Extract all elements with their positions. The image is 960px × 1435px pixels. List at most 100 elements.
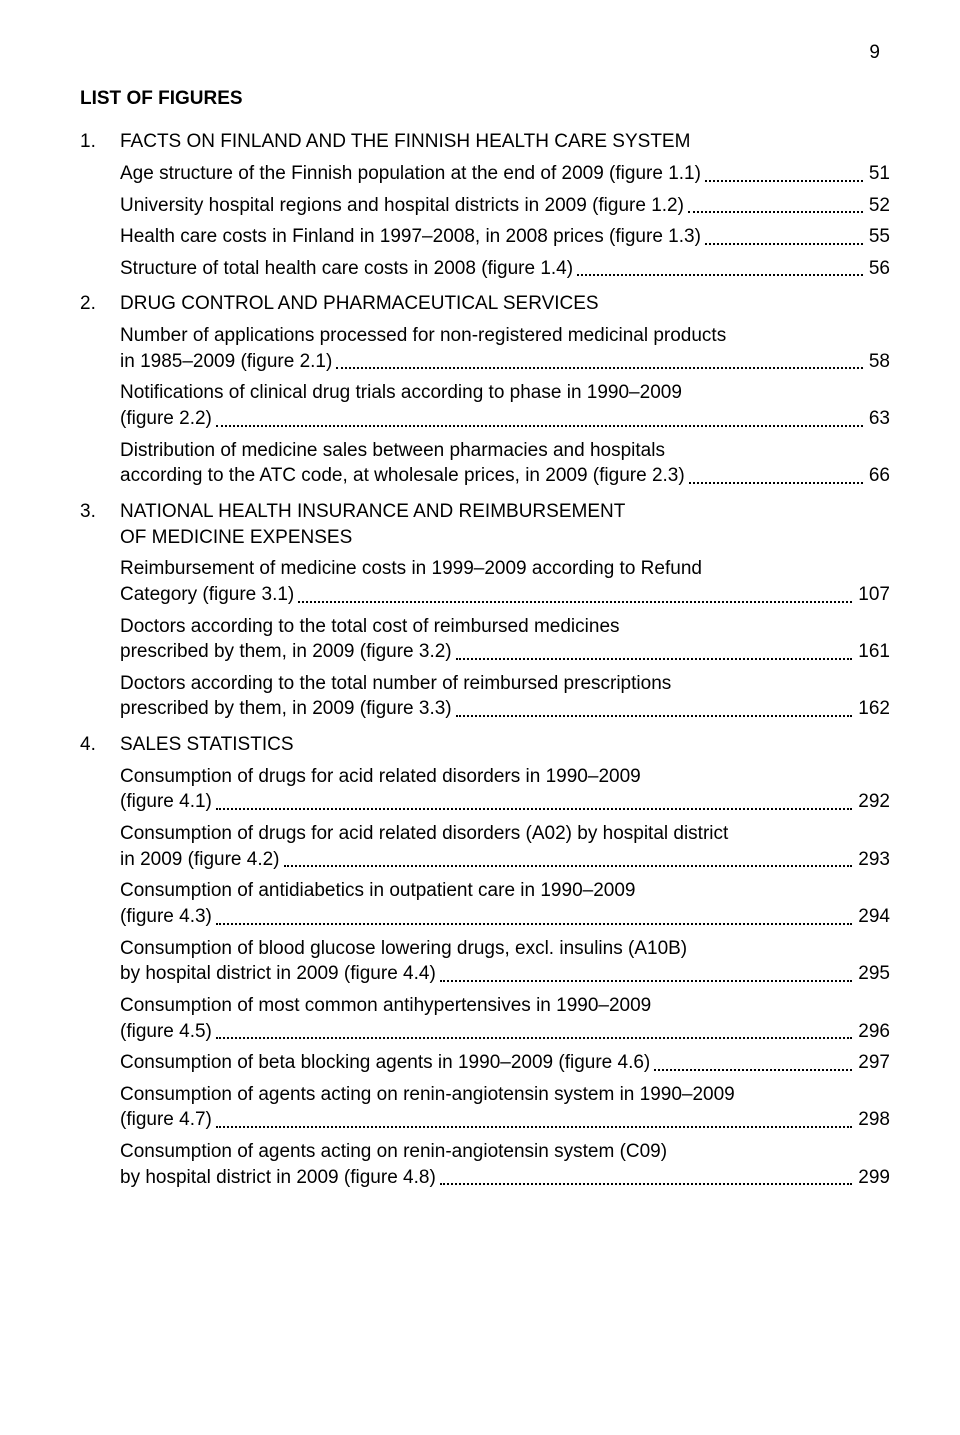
entry-text-line: Number of applications processed for non…	[120, 323, 890, 349]
entry-text-line: Consumption of drugs for acid related di…	[120, 821, 890, 847]
toc-entry: Consumption of agents acting on renin-an…	[120, 1139, 890, 1190]
toc-section: 4.SALES STATISTICSConsumption of drugs f…	[80, 732, 890, 1196]
toc-entry: Age structure of the Finnish population …	[120, 161, 890, 187]
section-heading: DRUG CONTROL AND PHARMACEUTICAL SERVICES	[120, 291, 890, 317]
toc-entry: Consumption of agents acting on renin-an…	[120, 1082, 890, 1133]
entry-text-line: Consumption of antidiabetics in outpatie…	[120, 878, 890, 904]
toc-entry: Consumption of blood glucose lowering dr…	[120, 936, 890, 987]
leader-dots	[298, 601, 852, 603]
entry-last-line: in 2009 (figure 4.2) 293	[120, 847, 890, 873]
leader-dots	[216, 1037, 852, 1039]
entry-page: 66	[867, 463, 890, 489]
entry-text-line: Doctors according to the total cost of r…	[120, 614, 890, 640]
entry-page: 294	[856, 904, 890, 930]
entry-last-line: by hospital district in 2009 (figure 4.4…	[120, 961, 890, 987]
entry-text: Category (figure 3.1)	[120, 582, 294, 608]
entry-text: (figure 4.3)	[120, 904, 212, 930]
entry-text: (figure 4.7)	[120, 1107, 212, 1133]
entry-page: 52	[867, 193, 890, 219]
toc-entry: Doctors according to the total cost of r…	[120, 614, 890, 665]
leader-dots	[440, 980, 853, 982]
toc-entry: Consumption of drugs for acid related di…	[120, 764, 890, 815]
entry-last-line: Structure of total health care costs in …	[120, 256, 890, 282]
entry-text: by hospital district in 2009 (figure 4.4…	[120, 961, 436, 987]
entry-last-line: prescribed by them, in 2009 (figure 3.3)…	[120, 696, 890, 722]
entry-text: (figure 2.2)	[120, 406, 212, 432]
toc-entry: Distribution of medicine sales between p…	[120, 438, 890, 489]
entry-page: 292	[856, 789, 890, 815]
entry-text: in 2009 (figure 4.2)	[120, 847, 280, 873]
leader-dots	[456, 715, 853, 717]
entry-text: Consumption of beta blocking agents in 1…	[120, 1050, 650, 1076]
page-number: 9	[80, 40, 890, 66]
entry-text-line: Doctors according to the total number of…	[120, 671, 890, 697]
leader-dots	[216, 923, 852, 925]
toc-entry: Structure of total health care costs in …	[120, 256, 890, 282]
toc-entry: Consumption of drugs for acid related di…	[120, 821, 890, 872]
entry-page: 293	[856, 847, 890, 873]
entry-page: 298	[856, 1107, 890, 1133]
entry-last-line: (figure 4.3) 294	[120, 904, 890, 930]
entry-last-line: in 1985–2009 (figure 2.1) 58	[120, 349, 890, 375]
toc-entry: Consumption of antidiabetics in outpatie…	[120, 878, 890, 929]
leader-dots	[689, 482, 863, 484]
entry-text-line: Consumption of most common antihypertens…	[120, 993, 890, 1019]
entry-text: Health care costs in Finland in 1997–200…	[120, 224, 701, 250]
section-heading: FACTS ON FINLAND AND THE FINNISH HEALTH …	[120, 129, 890, 155]
section-number: 3.	[80, 499, 120, 728]
entry-page: 58	[867, 349, 890, 375]
toc-section: 1.FACTS ON FINLAND AND THE FINNISH HEALT…	[80, 129, 890, 287]
entry-text-line: Consumption of blood glucose lowering dr…	[120, 936, 890, 962]
entry-text: (figure 4.5)	[120, 1019, 212, 1045]
section-body: NATIONAL HEALTH INSURANCE AND REIMBURSEM…	[120, 499, 890, 728]
entry-last-line: by hospital district in 2009 (figure 4.8…	[120, 1165, 890, 1191]
toc-entry: Notifications of clinical drug trials ac…	[120, 380, 890, 431]
leader-dots	[654, 1069, 852, 1071]
entry-last-line: Consumption of beta blocking agents in 1…	[120, 1050, 890, 1076]
entry-text: Structure of total health care costs in …	[120, 256, 573, 282]
section-number: 2.	[80, 291, 120, 494]
entry-page: 107	[856, 582, 890, 608]
entry-page: 162	[856, 696, 890, 722]
entry-page: 161	[856, 639, 890, 665]
toc-entry: Health care costs in Finland in 1997–200…	[120, 224, 890, 250]
entry-last-line: Category (figure 3.1) 107	[120, 582, 890, 608]
document-title: LIST OF FIGURES	[80, 86, 890, 112]
toc-entry: Consumption of most common antihypertens…	[120, 993, 890, 1044]
section-body: FACTS ON FINLAND AND THE FINNISH HEALTH …	[120, 129, 890, 287]
leader-dots	[577, 274, 863, 276]
entry-text: in 1985–2009 (figure 2.1)	[120, 349, 332, 375]
entry-page: 63	[867, 406, 890, 432]
toc-entry: Number of applications processed for non…	[120, 323, 890, 374]
toc-section: 3.NATIONAL HEALTH INSURANCE AND REIMBURS…	[80, 499, 890, 728]
entry-last-line: (figure 4.5) 296	[120, 1019, 890, 1045]
leader-dots	[284, 865, 853, 867]
section-heading-line: NATIONAL HEALTH INSURANCE AND REIMBURSEM…	[120, 499, 890, 525]
entry-page: 299	[856, 1165, 890, 1191]
toc-entry: Reimbursement of medicine costs in 1999–…	[120, 556, 890, 607]
entry-text: (figure 4.1)	[120, 789, 212, 815]
entry-page: 56	[867, 256, 890, 282]
entry-text-line: Consumption of agents acting on renin-an…	[120, 1082, 890, 1108]
entry-last-line: (figure 4.1) 292	[120, 789, 890, 815]
sections-container: 1.FACTS ON FINLAND AND THE FINNISH HEALT…	[80, 129, 890, 1196]
entry-text: Age structure of the Finnish population …	[120, 161, 701, 187]
leader-dots	[688, 211, 863, 213]
entry-last-line: Health care costs in Finland in 1997–200…	[120, 224, 890, 250]
entry-text-line: Distribution of medicine sales between p…	[120, 438, 890, 464]
toc-section: 2.DRUG CONTROL AND PHARMACEUTICAL SERVIC…	[80, 291, 890, 494]
section-number: 4.	[80, 732, 120, 1196]
leader-dots	[705, 243, 863, 245]
entry-page: 55	[867, 224, 890, 250]
entry-text: prescribed by them, in 2009 (figure 3.2)	[120, 639, 452, 665]
leader-dots	[705, 180, 863, 182]
entry-text: by hospital district in 2009 (figure 4.8…	[120, 1165, 436, 1191]
entry-last-line: (figure 2.2) 63	[120, 406, 890, 432]
entry-last-line: (figure 4.7) 298	[120, 1107, 890, 1133]
entry-page: 296	[856, 1019, 890, 1045]
leader-dots	[456, 658, 853, 660]
section-body: SALES STATISTICSConsumption of drugs for…	[120, 732, 890, 1196]
entry-text-line: Consumption of agents acting on renin-an…	[120, 1139, 890, 1165]
entry-last-line: Age structure of the Finnish population …	[120, 161, 890, 187]
entry-page: 295	[856, 961, 890, 987]
